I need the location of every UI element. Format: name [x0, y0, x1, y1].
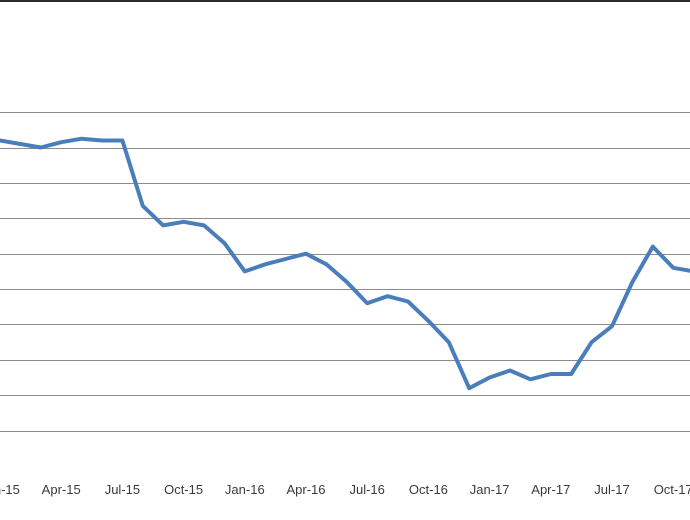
- x-tick-label: Jul-17: [594, 482, 629, 497]
- x-tick-label: Jul-16: [349, 482, 384, 497]
- x-tick-label: Jan-17: [470, 482, 510, 497]
- x-tick-label: Jan-16: [225, 482, 265, 497]
- gridlines: [0, 112, 690, 432]
- x-tick-label: Oct-15: [164, 482, 203, 497]
- x-tick-label: Oct-16: [409, 482, 448, 497]
- x-tick-label: Apr-15: [42, 482, 81, 497]
- x-tick-label: Apr-17: [531, 482, 570, 497]
- series-layer: [0, 136, 690, 391]
- x-tick-label: Apr-16: [286, 482, 325, 497]
- x-tick-label: Jan-15: [0, 482, 20, 497]
- series-line-0: [0, 136, 690, 391]
- x-tick-label: Oct-17: [654, 482, 690, 497]
- x-tick-label: Jul-15: [105, 482, 140, 497]
- x-axis-tick-labels: Jan-15 Apr-15 Jul-15 Oct-15 Jan-16 Apr-16 Jul-…: [0, 482, 690, 497]
